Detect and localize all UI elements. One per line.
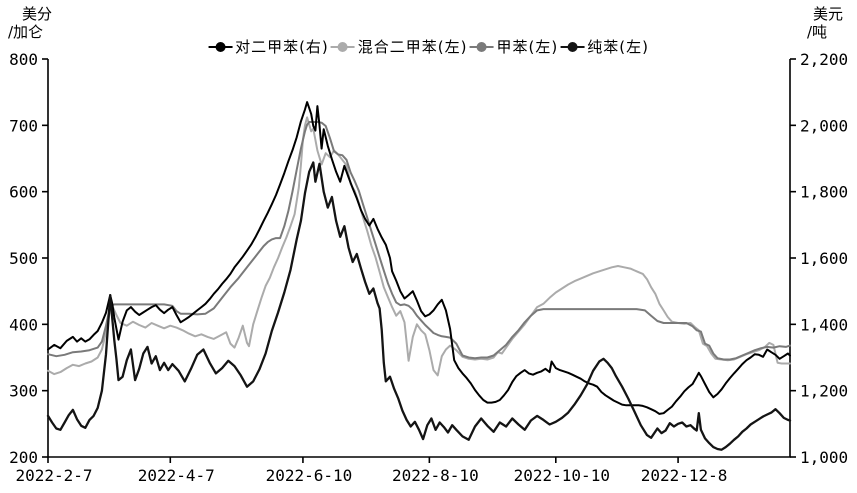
legend-item-mixed-xylene: 混合二甲苯(左) <box>330 36 468 57</box>
legend-marker-dot <box>337 41 348 52</box>
y-axis-right-tick-label: 2,000 <box>800 116 848 135</box>
legend-marker-dot <box>215 41 226 52</box>
y-axis-left-tick-label: 400 <box>9 315 38 334</box>
right-axis-unit-line2: /吨 <box>806 23 828 41</box>
y-axis-left-tick-label: 800 <box>9 50 38 69</box>
legend-item-toluene: 甲苯(左) <box>469 36 559 57</box>
left-axis-unit-line1: 美分 <box>22 5 53 23</box>
legend-marker-paraxylene-icon <box>208 41 233 52</box>
x-axis-tick-label: 2022-2-7 <box>15 466 92 485</box>
legend-label: 混合二甲苯(左) <box>357 38 468 56</box>
y-axis-right-tick-label: 1,800 <box>800 183 848 202</box>
y-axis-left-tick-label: 300 <box>9 382 38 401</box>
y-axis-left-tick-label: 700 <box>9 116 38 135</box>
y-axis-left-tick-label: 600 <box>9 183 38 202</box>
legend-label: 对二甲苯(右) <box>235 38 329 56</box>
x-axis-tick-label: 2022-4-7 <box>138 466 215 485</box>
legend-marker-benzene-icon <box>560 41 585 52</box>
x-axis-tick-label: 2022-8-10 <box>392 466 479 485</box>
legend-marker-toluene-icon <box>469 41 494 52</box>
legend-label: 纯苯(左) <box>587 38 649 56</box>
x-axis-tick-label: 2022-10-10 <box>514 466 610 485</box>
y-axis-right-tick-label: 1,200 <box>800 382 848 401</box>
legend-label: 甲苯(左) <box>496 38 559 56</box>
x-axis-tick-label: 2022-12-8 <box>641 466 728 485</box>
legend-item-paraxylene: 对二甲苯(右) <box>208 36 329 57</box>
series-line-mixed-xylene <box>47 116 791 377</box>
legend-item-benzene: 纯苯(左) <box>560 36 649 57</box>
legend-marker-mixed-xylene-icon <box>330 41 355 52</box>
series-line-paraxylene <box>47 101 791 415</box>
right-axis-unit-line1: 美元 <box>812 5 843 23</box>
y-axis-right-tick-label: 1,600 <box>800 249 848 268</box>
x-axis-tick-label: 2022-6-10 <box>266 466 353 485</box>
y-axis-right-tick-label: 1,400 <box>800 315 848 334</box>
y-axis-right-tick-label: 2,200 <box>800 50 848 69</box>
legend: 对二甲苯(右) 混合二甲苯(左) 甲苯(左) 纯苯(左) <box>207 36 650 57</box>
y-axis-right-tick-label: 1,000 <box>800 448 848 467</box>
left-axis-unit-label: 美分 /加仑 <box>8 5 52 41</box>
y-axis-left-tick-label: 200 <box>9 448 38 467</box>
legend-marker-dot <box>567 41 578 52</box>
left-axis-unit-line2: /加仑 <box>8 23 44 41</box>
series-line-benzene <box>46 161 792 451</box>
legend-marker-dot <box>476 41 487 52</box>
y-axis-left-tick-label: 500 <box>9 249 38 268</box>
series-line-toluene <box>47 121 791 361</box>
right-axis-unit-label: 美元 /吨 <box>807 5 843 41</box>
